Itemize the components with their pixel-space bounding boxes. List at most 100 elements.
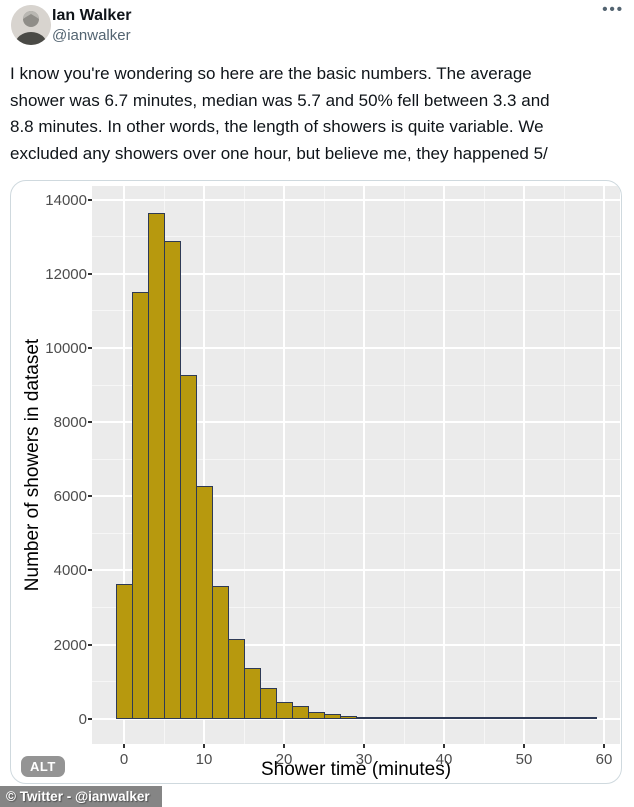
x-tick-label: 40 [435,751,453,768]
alt-badge[interactable]: ALT [21,756,65,777]
x-tick-label: 50 [515,751,533,768]
y-tick-label: 12000 [45,265,87,283]
histogram-bar [116,584,133,719]
tweet-text-line: excluded any showers over one hour, but … [10,143,548,163]
grid-major-v [203,186,205,744]
y-tick-mark [88,643,92,646]
y-tick-label: 14000 [45,191,87,209]
grid-minor-h [92,681,620,683]
histogram-bar [292,706,309,719]
y-tick-mark [88,346,92,349]
y-tick-label: 4000 [53,562,87,580]
grid-major-h [92,198,620,201]
histogram-bar [548,716,565,719]
y-tick-label: 6000 [53,488,87,506]
grid-minor-v [243,186,245,744]
histogram-bar [340,715,357,719]
grid-minor-h [92,310,620,312]
y-tick-label: 2000 [53,636,87,654]
x-tick-mark [443,744,445,748]
tweet-text-line: I know you're wondering so here are the … [10,64,532,83]
histogram-bar [356,716,373,719]
histogram-bar [404,716,421,719]
grid-minor-h [92,532,620,534]
histogram-bar [148,212,165,719]
histogram-bar [420,716,437,719]
grid-major-v [443,186,445,744]
display-name[interactable]: Ian Walker [52,7,132,24]
grid-minor-h [92,384,620,386]
histogram-bar [484,716,501,719]
histogram-bar [244,668,261,719]
y-tick-label: 8000 [53,414,87,432]
y-tick-mark [88,569,92,572]
grid-major-h [92,421,620,424]
grid-minor-h [92,606,620,608]
histogram-bar [228,638,245,719]
x-tick-mark [283,744,285,748]
grid-minor-h [92,458,620,460]
histogram-bar [532,716,549,719]
plot-panel [92,186,620,744]
histogram-bar [500,716,517,719]
grid-minor-v [563,186,565,744]
histogram-bar [580,716,597,719]
histogram-bar [212,585,229,719]
grid-major-v [123,186,125,744]
histogram-bar [260,688,277,719]
x-tick-mark [363,744,365,748]
x-tick-mark [523,744,525,748]
more-options-icon[interactable]: ••• [602,1,624,18]
y-tick-mark [88,495,92,498]
y-tick-mark [88,421,92,424]
histogram-bar [468,716,485,719]
watermark-credit: © Twitter - @ianwalker [0,786,162,807]
histogram-bar [196,485,213,719]
grid-major-h [92,346,620,349]
x-tick-mark [123,744,125,748]
tweet-text: I know you're wondering so here are the … [10,61,630,167]
avatar-photo [11,5,51,45]
y-tick-mark [88,717,92,720]
histogram-bar [388,716,405,719]
tweet-media-chart[interactable]: Number of showers in dataset Shower time… [10,180,622,784]
x-tick-label: 30 [355,751,373,768]
histogram-bar [452,716,469,719]
histogram-bar [372,716,389,719]
x-tick-label: 60 [595,751,613,768]
grid-minor-v [403,186,405,744]
grid-minor-h [92,236,620,238]
handle[interactable]: @ianwalker [52,27,131,44]
avatar[interactable] [11,5,51,45]
grid-major-v [283,186,285,744]
tweet-text-line: shower was 6.7 minutes, median was 5.7 a… [10,90,550,110]
y-tick-mark [88,198,92,201]
grid-major-v [603,186,605,744]
x-tick-mark [203,744,205,748]
y-tick-label: 10000 [45,339,87,357]
grid-major-v [523,186,525,744]
grid-major-h [92,717,620,720]
grid-minor-v [483,186,485,744]
tweet-text-line: 8.8 minutes. In other words, the length … [10,117,544,136]
y-tick-label: 0 [78,710,87,728]
y-axis-title: Number of showers in dataset [22,338,43,592]
x-tick-label: 20 [275,751,293,768]
x-axis-title: Shower time (minutes) [260,759,452,780]
histogram-bar [132,292,149,719]
histogram-bar [436,716,453,719]
histogram-bar [564,716,581,719]
grid-major-h [92,272,620,275]
x-tick-label: 0 [119,751,129,768]
grid-major-v [363,186,365,744]
grid-major-h [92,569,620,572]
y-tick-mark [88,272,92,275]
grid-major-h [92,643,620,646]
x-tick-mark [603,744,605,748]
grid-minor-v [323,186,325,744]
grid-major-h [92,495,620,498]
histogram-bar [164,241,181,719]
histogram-bar [180,374,197,719]
histogram-bar [516,716,533,719]
x-tick-label: 10 [195,751,213,768]
